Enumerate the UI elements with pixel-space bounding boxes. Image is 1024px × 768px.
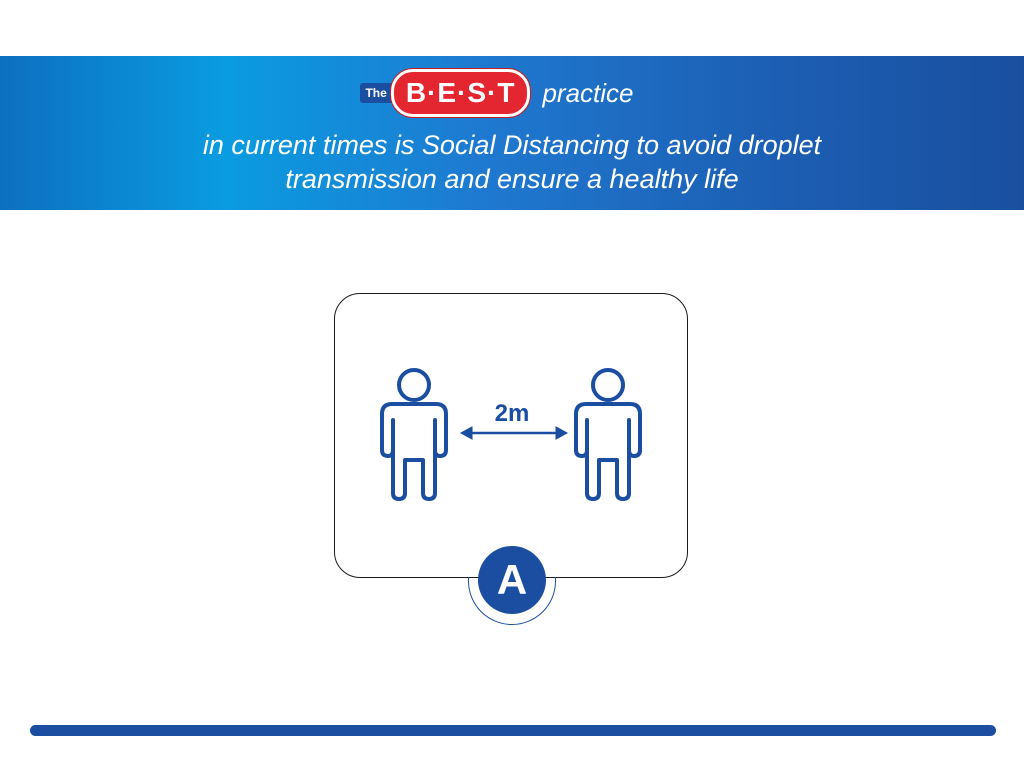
- person-left-icon: [380, 368, 448, 501]
- distance-label: 2m: [494, 400, 530, 427]
- header-banner: The B·E·S·T practice in current times is…: [0, 56, 1024, 210]
- best-logo: The B·E·S·T practice: [360, 69, 634, 117]
- person-right-icon: [574, 368, 642, 501]
- tagline-line-2: transmission and ensure a healthy life: [285, 164, 739, 194]
- logo-main: B·E·S·T: [390, 69, 531, 117]
- double-arrow-icon: [459, 426, 569, 440]
- logo-suffix: practice: [542, 77, 634, 108]
- logo-row: The B·E·S·T practice: [0, 68, 1024, 118]
- footer-bar: [30, 725, 996, 736]
- logo-prefix: The: [360, 83, 393, 103]
- tagline-line-1: in current times is Social Distancing to…: [202, 130, 822, 160]
- option-badge: A: [478, 546, 546, 614]
- tagline: in current times is Social Distancing to…: [0, 128, 1024, 196]
